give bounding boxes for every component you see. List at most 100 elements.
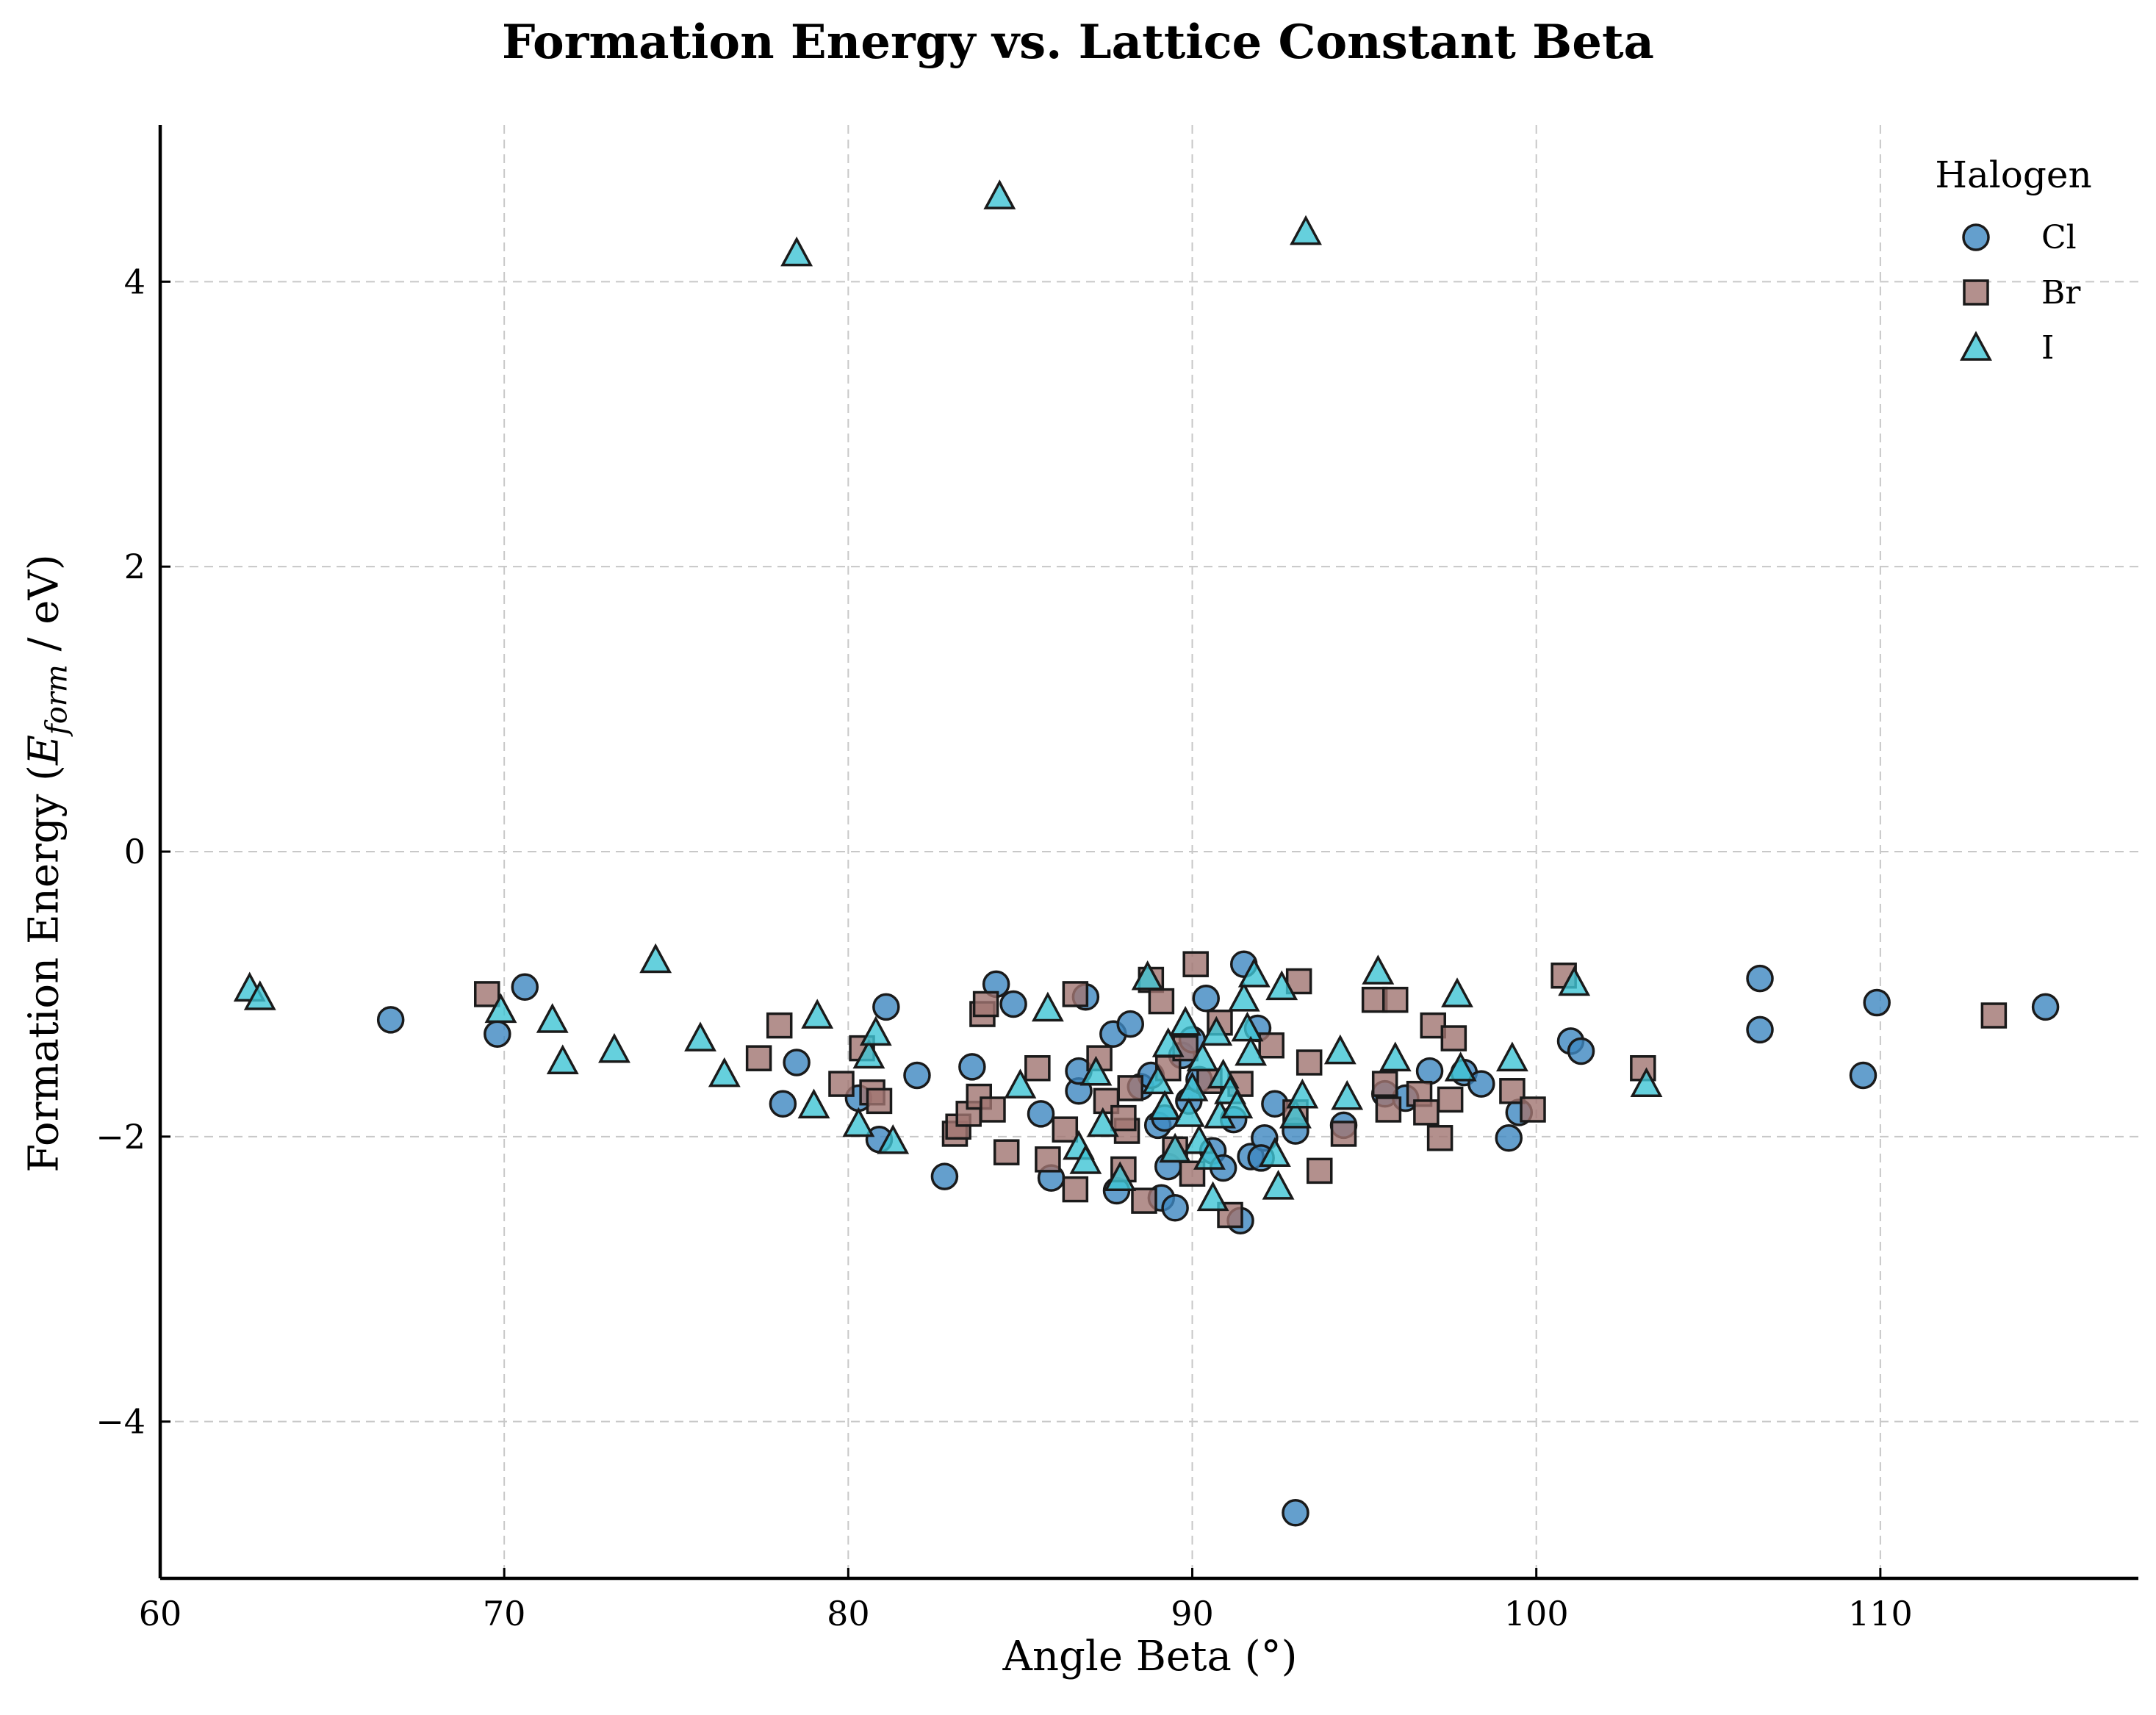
data-point-i [243,980,276,1010]
x-tick-label: 90 [1171,1594,1214,1633]
y-tick-label: 0 [124,832,145,871]
data-point-br [1330,1121,1357,1147]
data-point-i [1441,977,1473,1007]
data-point-br [828,1071,855,1097]
grid [160,125,2138,1578]
legend-label-cl: Cl [2041,219,2077,256]
data-point-br [1062,981,1089,1007]
data-point-br [474,981,500,1007]
x-tick-label: 60 [139,1594,182,1633]
data-point-i [1176,1071,1209,1101]
data-point-br [745,1045,772,1071]
data-point-i [1086,1107,1119,1137]
data-point-i [1200,1015,1233,1046]
data-point-br [1110,1104,1137,1132]
data-point-br [1148,988,1175,1015]
data-point-br [1375,1096,1402,1123]
data-point-i [684,1021,716,1051]
data-point-i [780,236,813,267]
data-point-br [1296,1049,1323,1076]
data-point-i [1379,1041,1412,1072]
data-point-br [1062,1176,1089,1203]
x-tick-label: 70 [483,1594,526,1633]
data-point-i [1237,957,1271,988]
data-point-i [1196,1181,1229,1212]
data-point-br [1520,1096,1546,1123]
data-point-cl [1415,1057,1444,1085]
data-point-i [842,1107,875,1137]
data-point-br [1426,1125,1453,1151]
legend-marker-cl [1962,223,1990,251]
data-point-br [980,1096,1006,1123]
data-points [233,179,2060,1527]
y-tick-label: 4 [124,262,145,301]
data-point-cl [1495,1124,1523,1152]
data-point-i [797,1088,830,1119]
data-point-i [1290,215,1322,245]
data-point-br [1381,986,1409,1013]
data-point-br [993,1139,1020,1165]
data-point-br [1024,1055,1051,1082]
data-point-i [484,993,517,1024]
data-point-br [866,1087,893,1115]
data-point-i [1104,1161,1137,1191]
data-point-br [1437,1086,1464,1113]
ticks: 60 70 80 90 100 110 −4 −2 0 2 4 [96,262,1913,1633]
data-point-i [1558,966,1591,996]
data-point-i [1362,954,1395,985]
data-point-cl [376,1006,405,1034]
data-point-i [1323,1034,1357,1065]
data-point-i [877,1123,910,1154]
data-point-i [1231,1011,1264,1042]
data-point-i [1159,1132,1192,1163]
data-point-i [1630,1067,1663,1097]
data-point-cl [511,973,539,1001]
data-point-cl [1863,988,1891,1017]
x-tick-label: 80 [827,1594,870,1633]
data-point-cl [958,1053,986,1081]
data-point-br [1052,1116,1079,1143]
data-point-i [1172,1097,1205,1127]
data-point-i [983,179,1016,209]
data-point-br [1306,1157,1333,1184]
data-point-i [598,1032,630,1063]
data-point-i [1149,1090,1182,1121]
y-tick-label: −4 [96,1402,145,1442]
chart-title: Formation Energy vs. Lattice Constant Be… [502,15,1654,70]
data-point-cl [903,1061,931,1090]
data-point-i [1331,1079,1364,1110]
data-point-i [1079,1055,1113,1086]
x-axis-label: Angle Beta (°) [1002,1633,1298,1680]
series-i [233,179,1663,1212]
data-point-i [1495,1041,1528,1072]
data-point-i [852,1038,885,1069]
data-point-i [1151,1027,1185,1057]
data-point-cl [999,990,1027,1018]
legend-label-i: I [2041,329,2054,367]
data-point-cl [1161,1194,1189,1222]
data-point-i [546,1044,579,1074]
data-point-br [1258,1032,1284,1059]
data-point-i [1141,1064,1174,1095]
data-point-br [1371,1071,1398,1097]
data-point-cl [1849,1061,1877,1090]
data-point-br [1131,1187,1157,1214]
x-tick-label: 100 [1504,1594,1569,1633]
data-point-cl [1027,1100,1055,1128]
data-point-i [1258,1137,1291,1168]
data-point-br [972,990,999,1018]
data-point-cl [872,993,900,1021]
y-tick-label: 2 [124,547,145,586]
data-point-i [1286,1078,1319,1109]
data-point-i [1004,1068,1037,1099]
data-point-i [1131,960,1164,990]
data-point-cl [783,1049,811,1076]
legend-label-br: Br [2041,274,2081,312]
data-point-cl [1746,964,1774,993]
data-point-i [1193,1140,1226,1170]
data-point-i [1186,1041,1219,1072]
data-point-i [1169,1006,1202,1036]
data-point-br [1980,1002,2008,1029]
data-point-i [1265,970,1298,1001]
